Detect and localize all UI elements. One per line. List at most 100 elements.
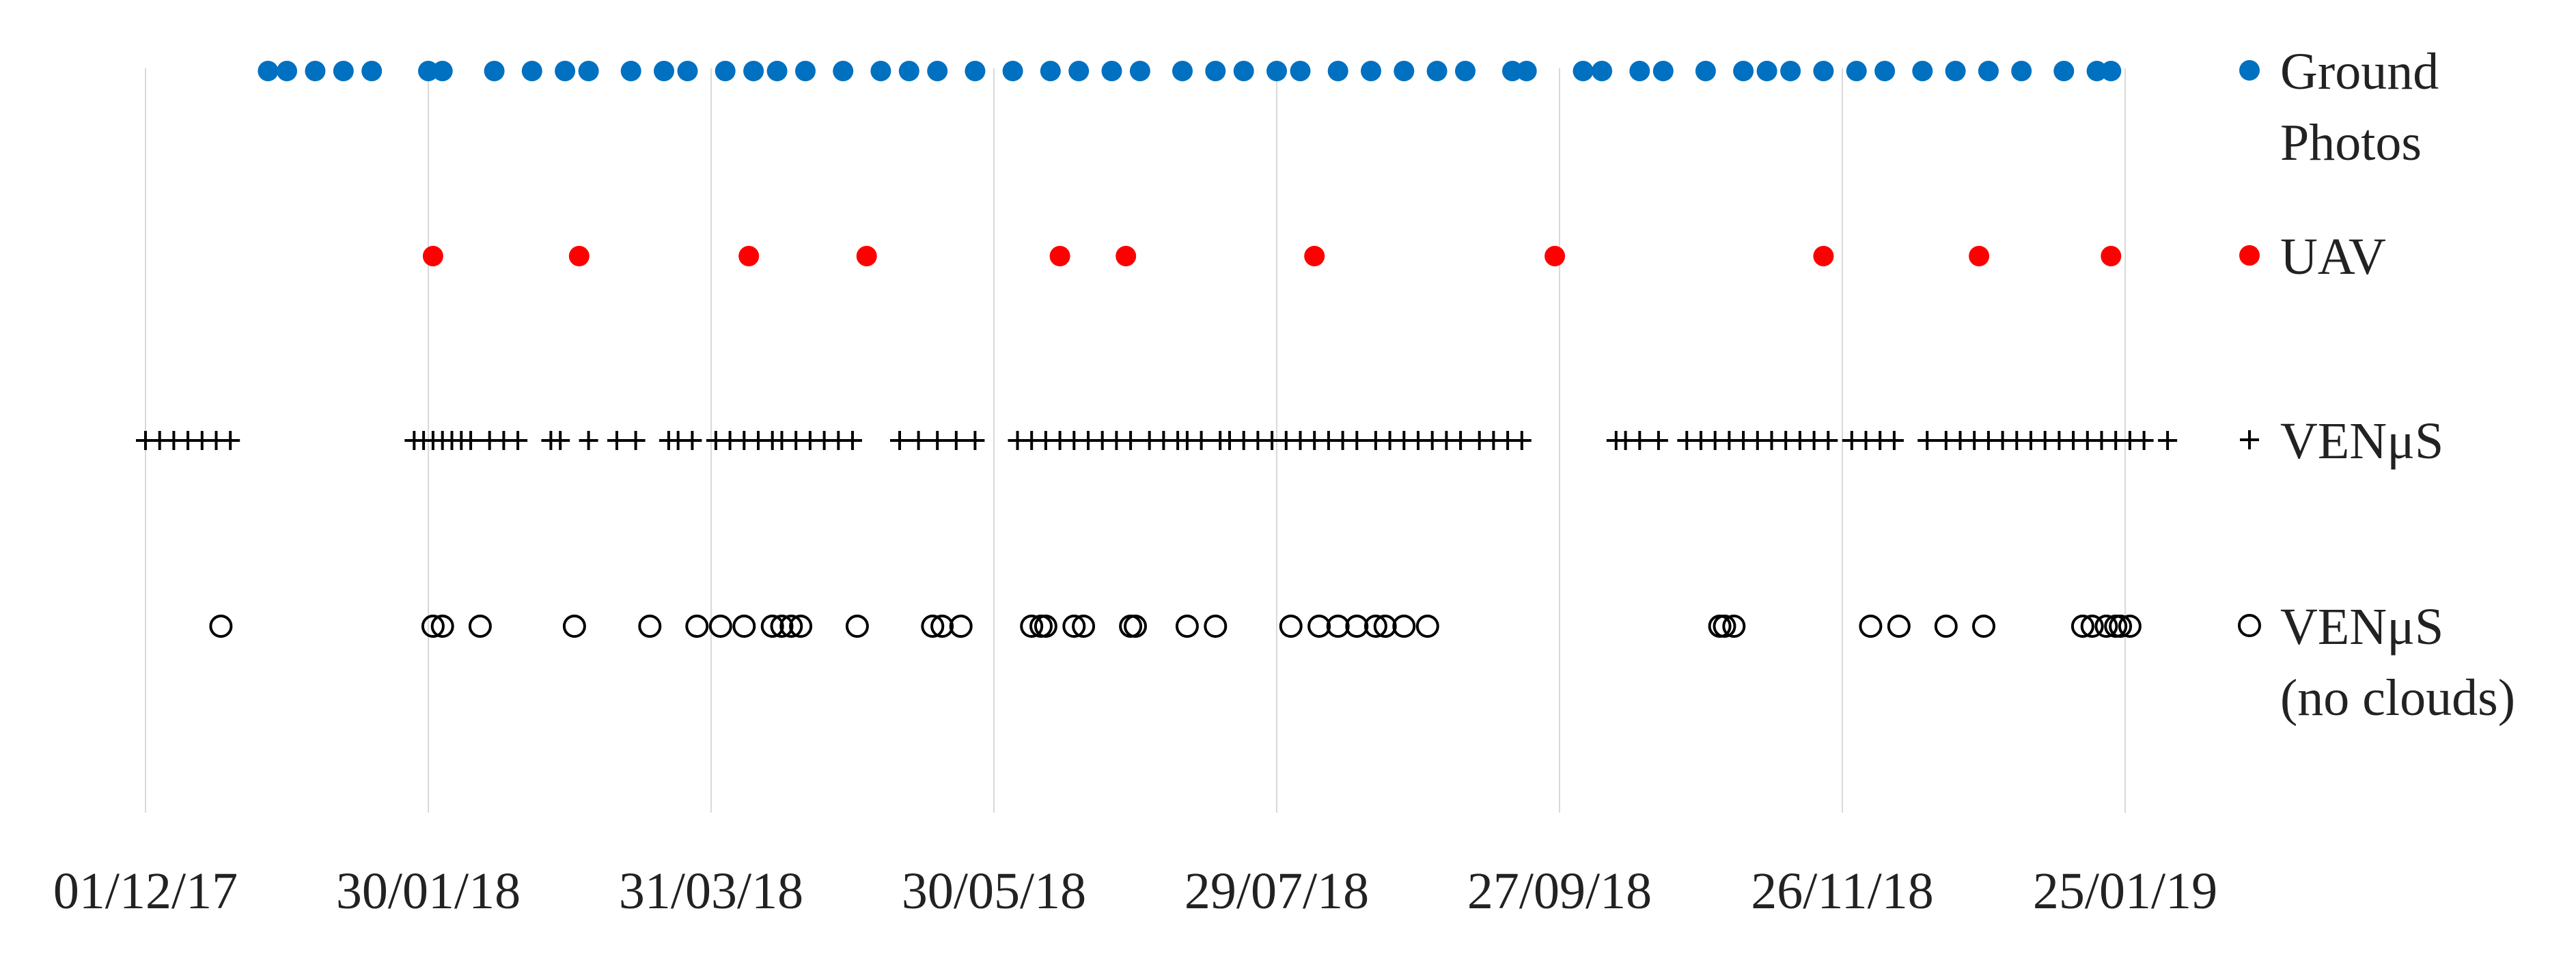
data-point: [1629, 61, 1650, 81]
x-tick-label: 29/07/18: [1185, 862, 1369, 920]
data-point: [333, 61, 354, 81]
data-point: [1780, 61, 1801, 81]
x-tick-label: 25/01/19: [2033, 862, 2217, 920]
data-point: [843, 431, 862, 450]
data-point: [654, 61, 674, 81]
legend: Ground Photos UAV VENμS VENμS (no clouds): [2238, 43, 2515, 727]
data-point: [209, 615, 233, 638]
data-point: [890, 431, 909, 450]
data-point: [620, 61, 641, 81]
data-point: [421, 615, 445, 638]
data-point: [766, 61, 788, 81]
data-point: [430, 615, 454, 638]
data-point: [484, 61, 505, 81]
data-point: [1116, 246, 1137, 266]
data-point: [685, 615, 709, 638]
data-point: [949, 615, 973, 638]
data-point: [2134, 431, 2154, 450]
data-point: [833, 61, 854, 81]
data-point: [221, 431, 240, 450]
data-point: [1172, 61, 1193, 81]
data-point: [1279, 615, 1303, 638]
data-point: [1813, 246, 1834, 266]
data-point: [708, 615, 732, 638]
data-point: [432, 61, 453, 81]
data-point: [2118, 615, 2142, 638]
data-point: [1573, 61, 1594, 81]
data-point: [715, 61, 736, 81]
legend-marker: [2239, 245, 2260, 266]
legend-item: UAV: [2239, 228, 2386, 285]
data-point: [1945, 61, 1966, 81]
data-point: [1934, 615, 1958, 638]
data-point: [1545, 246, 1566, 266]
data-point: [1020, 615, 1044, 638]
data-point: [2158, 431, 2178, 450]
data-point: [677, 61, 698, 81]
x-tick-label: 30/01/18: [336, 862, 521, 920]
x-tick-label: 01/12/17: [53, 862, 238, 920]
data-point: [1304, 246, 1325, 266]
legend-marker: [2238, 614, 2261, 637]
data-point: [568, 246, 590, 266]
data-point: [1326, 615, 1350, 638]
data-point: [928, 431, 947, 450]
data-point: [856, 246, 877, 266]
data-point: [1630, 431, 1650, 450]
data-point: [1592, 61, 1613, 81]
legend-label: Ground: [2280, 43, 2439, 100]
data-point: [2094, 615, 2118, 638]
data-point: [638, 615, 662, 638]
data-point: [1363, 615, 1387, 638]
data-point: [1392, 615, 1416, 638]
data-point: [1502, 61, 1523, 81]
data-point: [909, 431, 928, 450]
legend-item: VENμS: [2240, 412, 2443, 470]
data-point: [870, 61, 891, 81]
data-point: [1373, 615, 1397, 638]
plot-area: [136, 61, 2178, 638]
data-point: [1972, 615, 1995, 638]
data-point: [1049, 246, 1070, 266]
data-point: [1307, 615, 1331, 638]
data-point: [1062, 615, 1086, 638]
data-point: [305, 61, 326, 81]
data-point: [1455, 61, 1476, 81]
data-point: [361, 61, 383, 81]
x-tick-label: 31/03/18: [619, 862, 803, 920]
data-point: [1722, 615, 1746, 638]
data-point: [845, 615, 869, 638]
data-point: [921, 615, 945, 638]
legend-label: Photos: [2280, 114, 2422, 171]
data-point: [1415, 615, 1439, 638]
data-point: [1887, 615, 1911, 638]
data-point: [1129, 61, 1150, 81]
data-point: [1451, 431, 1471, 450]
legend-item: VENμS (no clouds): [2238, 598, 2515, 727]
series-3: [209, 615, 2142, 638]
data-point: [946, 431, 966, 450]
data-point: [2053, 61, 2075, 81]
data-point: [770, 615, 794, 638]
series-2: [136, 431, 2178, 450]
data-point: [1813, 61, 1834, 81]
data-point: [1361, 61, 1381, 81]
data-point: [1978, 61, 1999, 81]
data-point: [1175, 615, 1199, 638]
data-point: [2109, 615, 2133, 638]
data-point: [1756, 61, 1777, 81]
data-point: [682, 431, 702, 450]
data-point: [1394, 61, 1415, 81]
data-point: [1818, 431, 1838, 450]
x-tick-label: 27/09/18: [1467, 862, 1652, 920]
data-point: [1652, 61, 1674, 81]
data-point: [461, 431, 481, 450]
data-point: [1969, 246, 1990, 266]
data-point: [732, 615, 756, 638]
data-point: [1205, 61, 1226, 81]
data-point: [626, 431, 646, 450]
data-point: [2101, 246, 2122, 266]
data-point: [1002, 61, 1023, 81]
data-point: [738, 246, 760, 266]
data-point: [1191, 431, 1211, 450]
